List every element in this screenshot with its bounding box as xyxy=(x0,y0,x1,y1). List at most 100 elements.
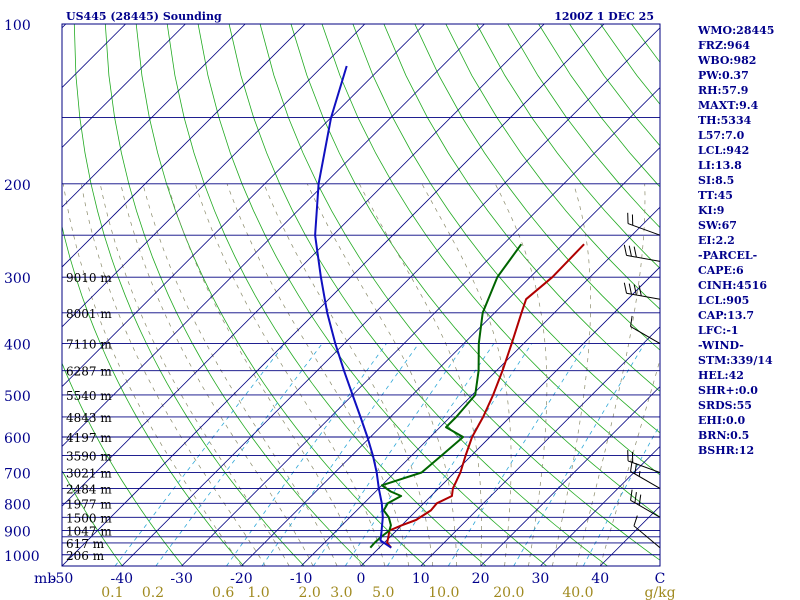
wind-barb-staff xyxy=(630,326,661,344)
dry-adiabat xyxy=(0,24,62,566)
moist-adiabat xyxy=(62,183,242,566)
isotherm xyxy=(300,206,660,566)
height-label: 5540 m xyxy=(66,389,112,403)
pressure-label: 600 xyxy=(4,431,31,447)
mixing-ratio-label: 1.0 xyxy=(247,585,269,600)
wind-barb xyxy=(633,515,661,549)
pressure-label: 900 xyxy=(4,524,31,540)
index-item: LI:13.8 xyxy=(698,159,742,172)
isotherm xyxy=(62,24,545,507)
wind-barb xyxy=(627,450,661,474)
temp-tick-label: -10 xyxy=(290,571,313,587)
pressure-label: 700 xyxy=(4,467,31,483)
index-item: WBO:982 xyxy=(698,54,757,67)
wind-barb-flag xyxy=(633,515,638,527)
wind-barb-staff xyxy=(633,525,661,549)
pressure-label: 1000 xyxy=(4,549,40,565)
mixing-ratio-label: 0.1 xyxy=(101,585,123,600)
mixing-ratio-line xyxy=(582,423,660,566)
pressure-label: 100 xyxy=(4,18,31,34)
dry-adiabat xyxy=(166,24,487,566)
wind-barb-staff xyxy=(627,460,661,474)
height-label: 4843 m xyxy=(66,411,112,425)
dry-adiabat xyxy=(414,24,660,351)
height-label: 1977 m xyxy=(66,497,112,511)
isotherm xyxy=(121,27,660,566)
wind-barb-flag xyxy=(638,494,642,506)
height-label: 2484 m xyxy=(66,482,112,496)
isotherm xyxy=(62,24,605,566)
temp-tick-label: 0 xyxy=(357,571,366,587)
isotherm xyxy=(181,87,660,566)
background-lines xyxy=(0,24,800,566)
wind-barbs xyxy=(623,212,661,549)
dry-adiabat xyxy=(321,24,660,476)
dry-adiabat xyxy=(135,24,426,566)
wind-barb-flag xyxy=(633,284,637,296)
height-label: 617 m xyxy=(66,537,105,551)
temp-tick-label: 10 xyxy=(412,571,430,587)
wind-barb-flag xyxy=(634,492,637,503)
mixing-ratio-label: 10.0 xyxy=(428,585,459,600)
dry-adiabat xyxy=(290,24,660,518)
mixing-ratio-label: 3.0 xyxy=(330,585,352,600)
pressure-label: 200 xyxy=(4,178,31,194)
x-axis-prefix: mb xyxy=(34,571,56,587)
wind-barb xyxy=(623,244,661,262)
moist-adiabat xyxy=(494,183,548,566)
plot-frame xyxy=(61,23,661,567)
index-item: -WIND- xyxy=(698,339,744,352)
index-item: TT:45 xyxy=(698,189,733,202)
moist-adiabat xyxy=(120,183,314,566)
wind-barb-flag xyxy=(630,489,633,501)
isotherm xyxy=(62,24,306,268)
temp-tick-label: 40 xyxy=(591,571,609,587)
temp-tick-label: -20 xyxy=(230,571,253,587)
index-item: CAPE:6 xyxy=(698,264,744,277)
index-item: EHI:0.0 xyxy=(698,414,746,427)
index-item: PW:0.37 xyxy=(698,69,749,82)
index-item: SI:8.5 xyxy=(698,174,735,187)
temperature-trace xyxy=(386,243,585,549)
dry-adiabat xyxy=(228,24,608,566)
isotherm xyxy=(241,146,660,566)
mixing-ratio-label: 20.0 xyxy=(493,585,524,600)
index-item: KI:9 xyxy=(698,204,725,217)
mixing-ratio-line xyxy=(155,343,323,566)
mixing-ratio-label: 40.0 xyxy=(562,585,593,600)
mixing-ratio-label: 5.0 xyxy=(372,585,394,600)
index-item: BSHR:12 xyxy=(698,444,755,457)
index-item: TH:5334 xyxy=(698,114,752,127)
index-item: CINH:4516 xyxy=(698,279,768,292)
height-label: 7110 m xyxy=(66,338,112,352)
moist-adiabat xyxy=(80,183,266,566)
isotherm xyxy=(420,326,660,566)
isotherm xyxy=(360,266,660,566)
index-item: SW:67 xyxy=(698,219,737,232)
moist-adiabat xyxy=(552,183,591,566)
index-item: CAP:13.7 xyxy=(698,309,755,322)
temp-tick-label: -40 xyxy=(111,571,134,587)
moist-adiabat xyxy=(226,183,410,566)
height-label: 3590 m xyxy=(66,449,112,463)
pressure-label: 500 xyxy=(4,389,31,405)
dry-adiabat xyxy=(476,24,660,269)
wind-barb xyxy=(623,282,661,300)
wind-barb-flag xyxy=(623,282,628,294)
plot-area xyxy=(62,24,660,566)
isotherm xyxy=(62,24,425,388)
sounding-traces xyxy=(314,65,585,549)
index-item: SHR+:0.0 xyxy=(698,384,758,397)
index-item: L57:7.0 xyxy=(698,129,745,142)
dry-adiabat xyxy=(755,24,800,566)
wind-barb-staff xyxy=(630,499,661,518)
wind-barb-flag xyxy=(630,315,633,327)
dry-adiabat xyxy=(104,24,366,566)
wind-barb xyxy=(627,212,661,236)
index-item: FRZ:964 xyxy=(698,39,751,52)
index-item: SRDS:55 xyxy=(698,399,752,412)
dry-adiabat xyxy=(73,24,305,566)
parcel-trace xyxy=(314,65,392,549)
